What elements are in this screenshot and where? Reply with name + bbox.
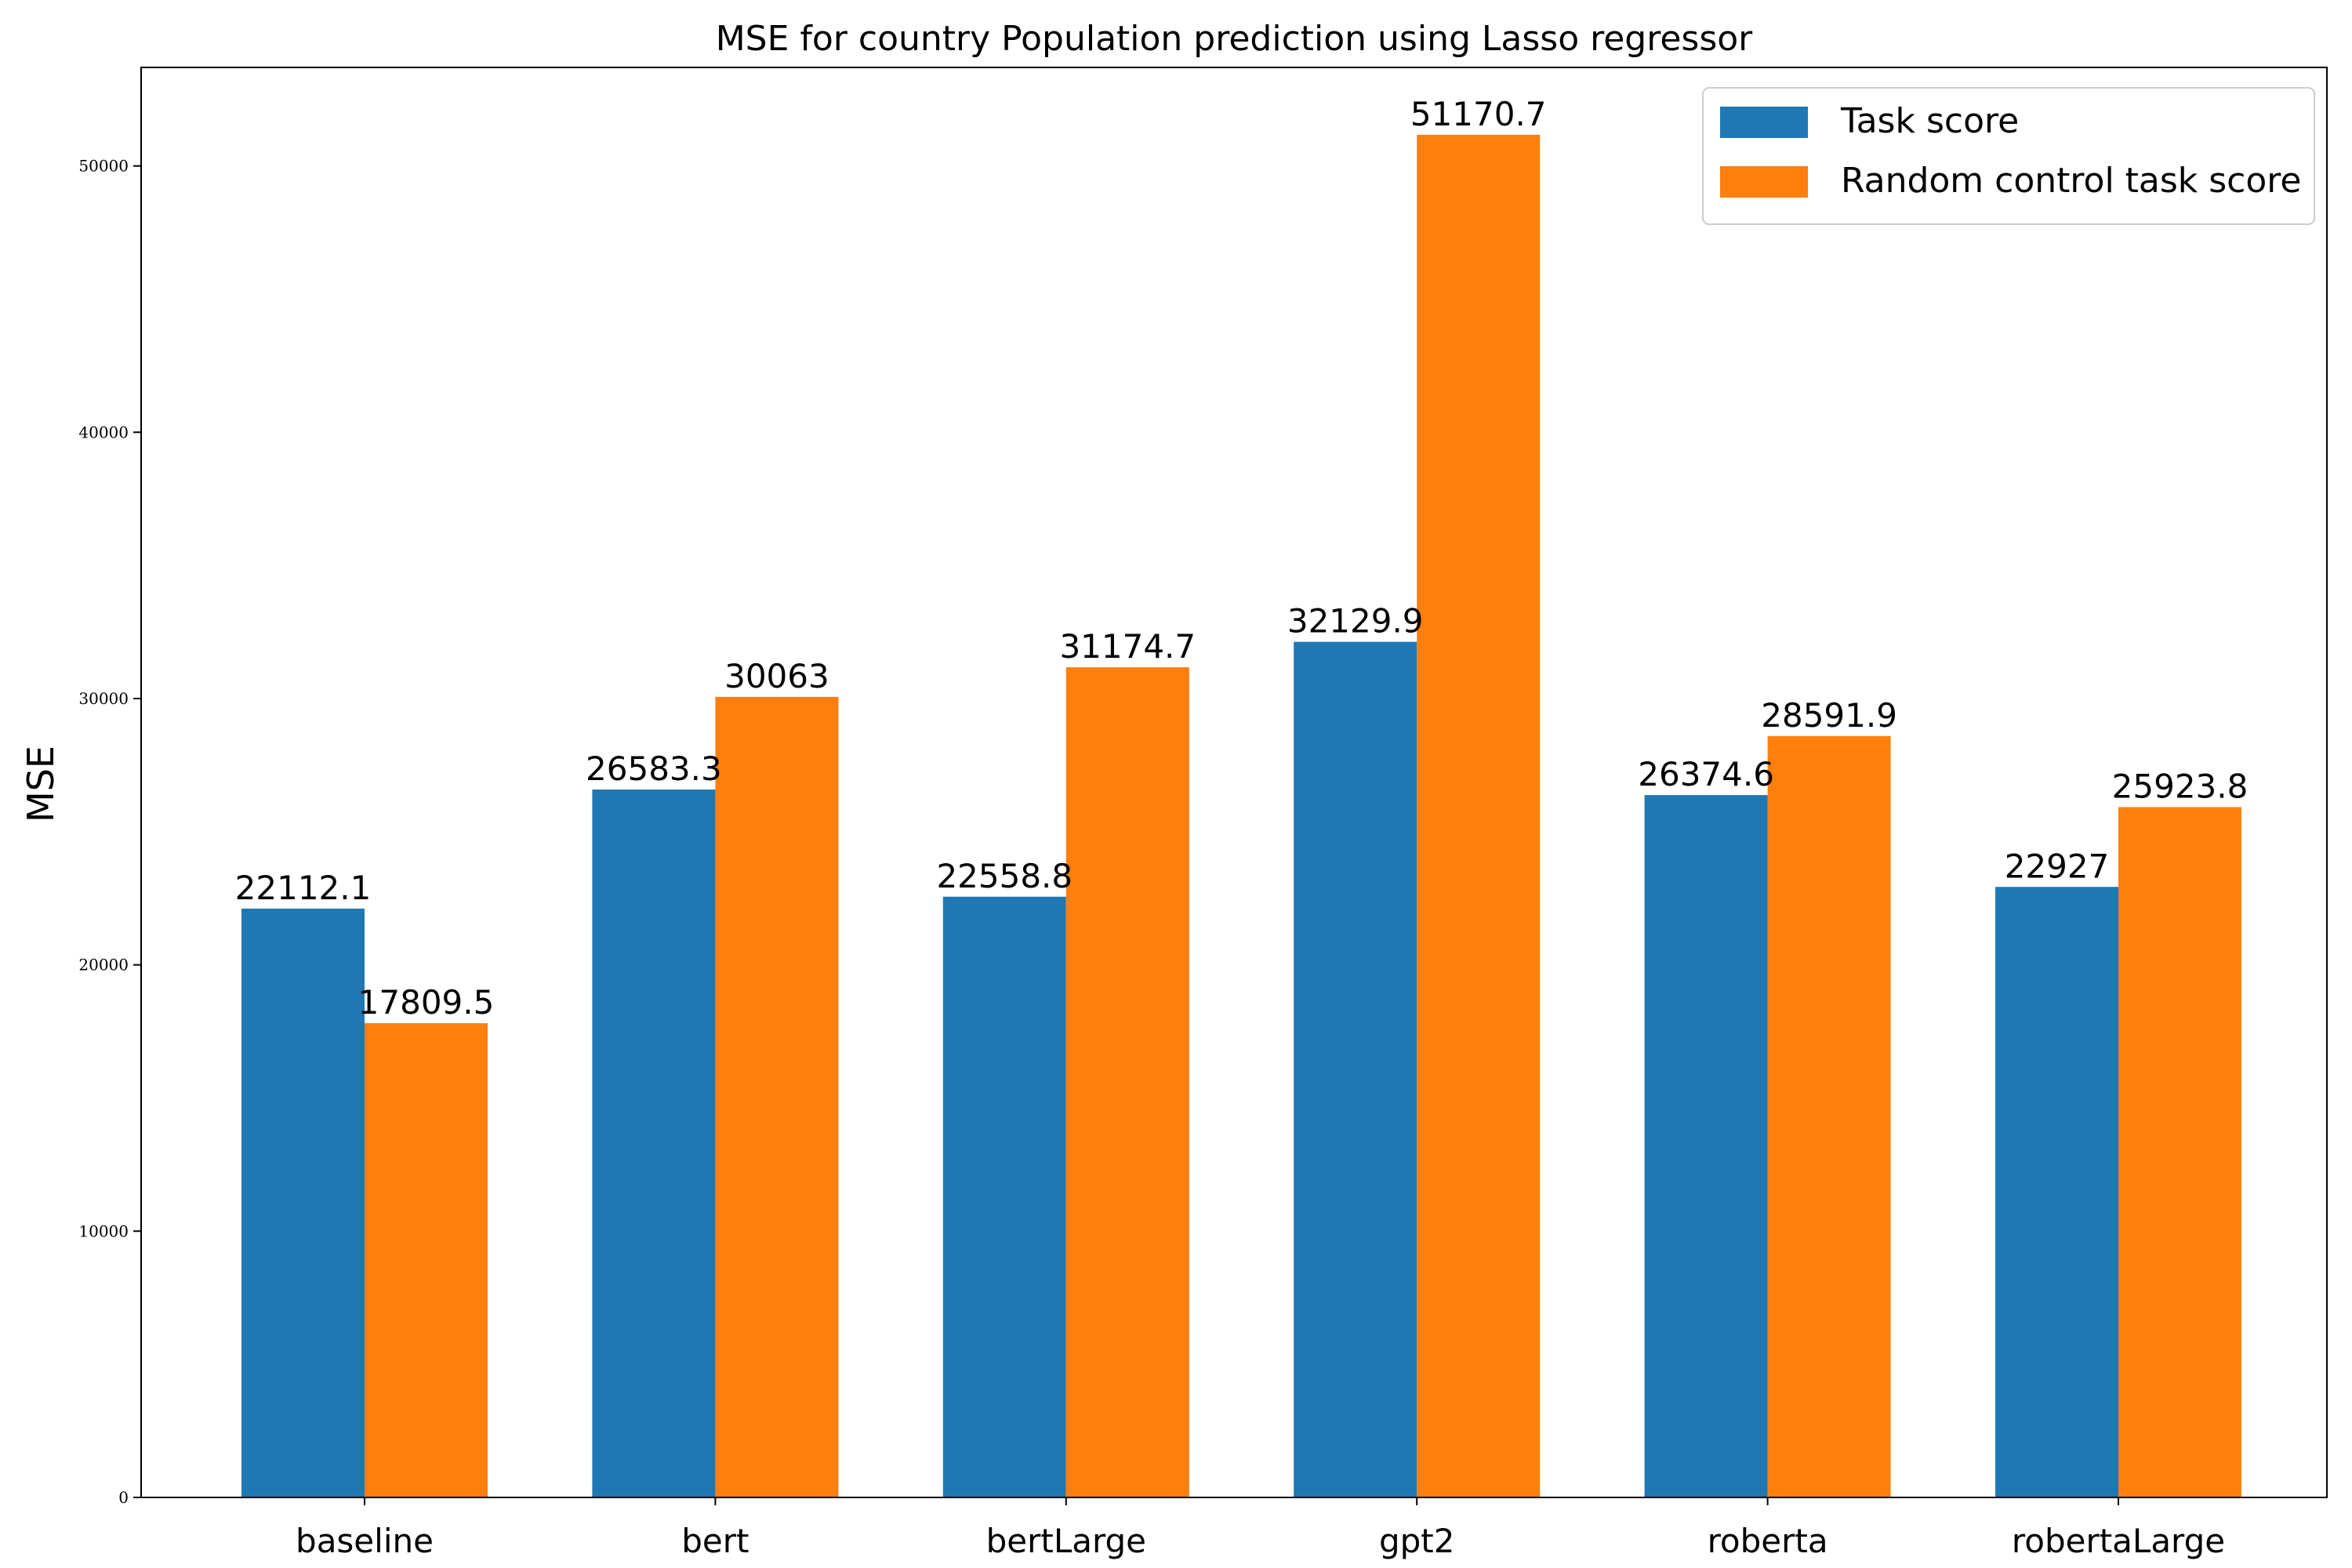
bar-random-control-robertaLarge	[2118, 807, 2241, 1497]
legend-swatch	[1720, 166, 1808, 198]
data-label: 26374.6	[1638, 755, 1774, 793]
bar-random-control-baseline	[365, 1023, 488, 1497]
data-label: 22112.1	[235, 869, 372, 907]
legend-label: Task score	[1840, 101, 2019, 141]
bar-random-control-bert	[715, 696, 839, 1497]
data-label: 17809.5	[358, 983, 495, 1022]
x-tick-label: gpt2	[1379, 1522, 1455, 1560]
bar-task-score-roberta	[1644, 795, 1768, 1497]
data-label: 28591.9	[1761, 696, 1897, 735]
y-tick-label: 20000	[78, 956, 129, 975]
bar-task-score-gpt2	[1294, 641, 1417, 1497]
y-tick-label: 30000	[78, 689, 129, 708]
bar-random-control-bertLarge	[1065, 667, 1189, 1497]
data-label: 22558.8	[936, 857, 1073, 895]
data-label: 22927	[2005, 847, 2110, 885]
data-label: 31174.7	[1059, 627, 1196, 666]
data-label: 25923.8	[2112, 767, 2249, 805]
bar-task-score-baseline	[241, 908, 365, 1497]
y-tick-label: 40000	[78, 423, 129, 441]
data-label: 26583.3	[586, 750, 722, 788]
bar-random-control-gpt2	[1417, 134, 1541, 1498]
y-tick-label: 10000	[78, 1221, 129, 1240]
x-tick-label: baseline	[296, 1522, 434, 1560]
y-axis-label: MSE	[20, 746, 62, 822]
x-tick-label: roberta	[1708, 1522, 1828, 1560]
data-label: 30063	[724, 657, 829, 695]
data-label: 32129.9	[1287, 602, 1424, 641]
legend: Task score Random control task score	[1702, 87, 2315, 225]
x-tick-label: bert	[681, 1522, 749, 1560]
x-tick-label: bertLarge	[986, 1522, 1146, 1560]
y-tick-label: 0	[118, 1488, 129, 1507]
data-labels: 22112.1 17809.5 26583.3 30063 22558.8 31174.7…	[235, 95, 2249, 1022]
bar-random-control-roberta	[1767, 735, 1891, 1497]
x-tick-label: robertaLarge	[2012, 1522, 2225, 1560]
bar-task-score-bertLarge	[942, 896, 1066, 1497]
legend-label: Random control task score	[1841, 161, 2302, 201]
legend-swatch	[1720, 107, 1808, 138]
data-label: 51170.7	[1410, 95, 1547, 133]
chart-title: MSE for country Population prediction us…	[716, 19, 1753, 59]
bar-task-score-bert	[592, 789, 716, 1497]
bar-task-score-robertaLarge	[1995, 887, 2118, 1497]
bars	[241, 134, 2241, 1498]
plot-frame	[140, 67, 2328, 1498]
y-tick-label: 50000	[78, 157, 129, 176]
legend-box	[1702, 87, 2315, 225]
axis-ticks: 0 10000 20000 30000 40000 50000 baseline bert be…	[78, 157, 2225, 1560]
